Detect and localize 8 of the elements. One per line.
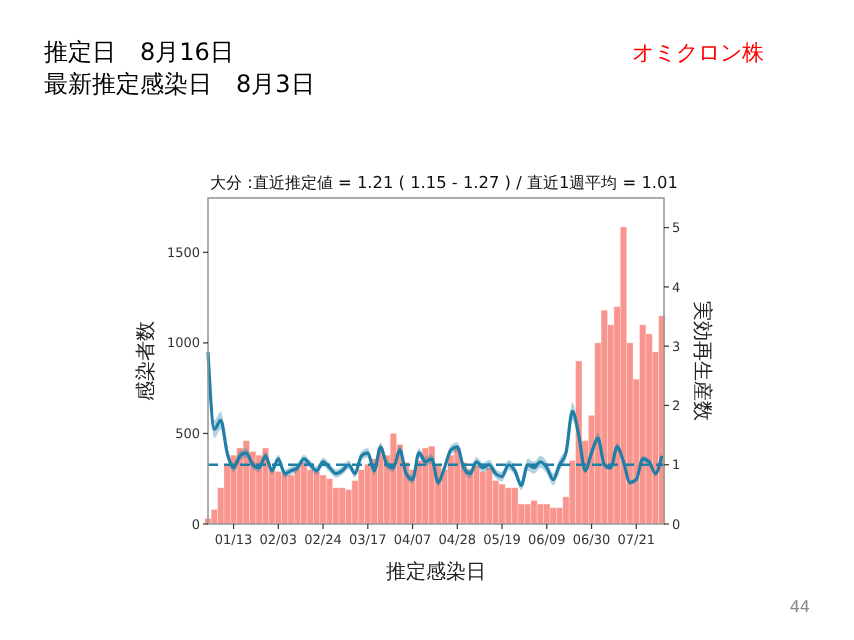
text: 推定日 8月16日: [44, 38, 234, 66]
text: オミクロン株: [632, 40, 764, 66]
chart-title: 大分 :直近推定値 = 1.21 ( 1.15 - 1.27 ) / 直近1週平均 = 1.01: [210, 172, 678, 192]
y-axis-title: 感染者数: [134, 321, 158, 401]
text: 最新推定感染日 8月3日: [44, 70, 315, 98]
x-axis-title: 推定感染日: [386, 560, 486, 584]
y2-axis-title: 実効再生産数: [690, 301, 714, 421]
text: 44: [789, 598, 810, 616]
